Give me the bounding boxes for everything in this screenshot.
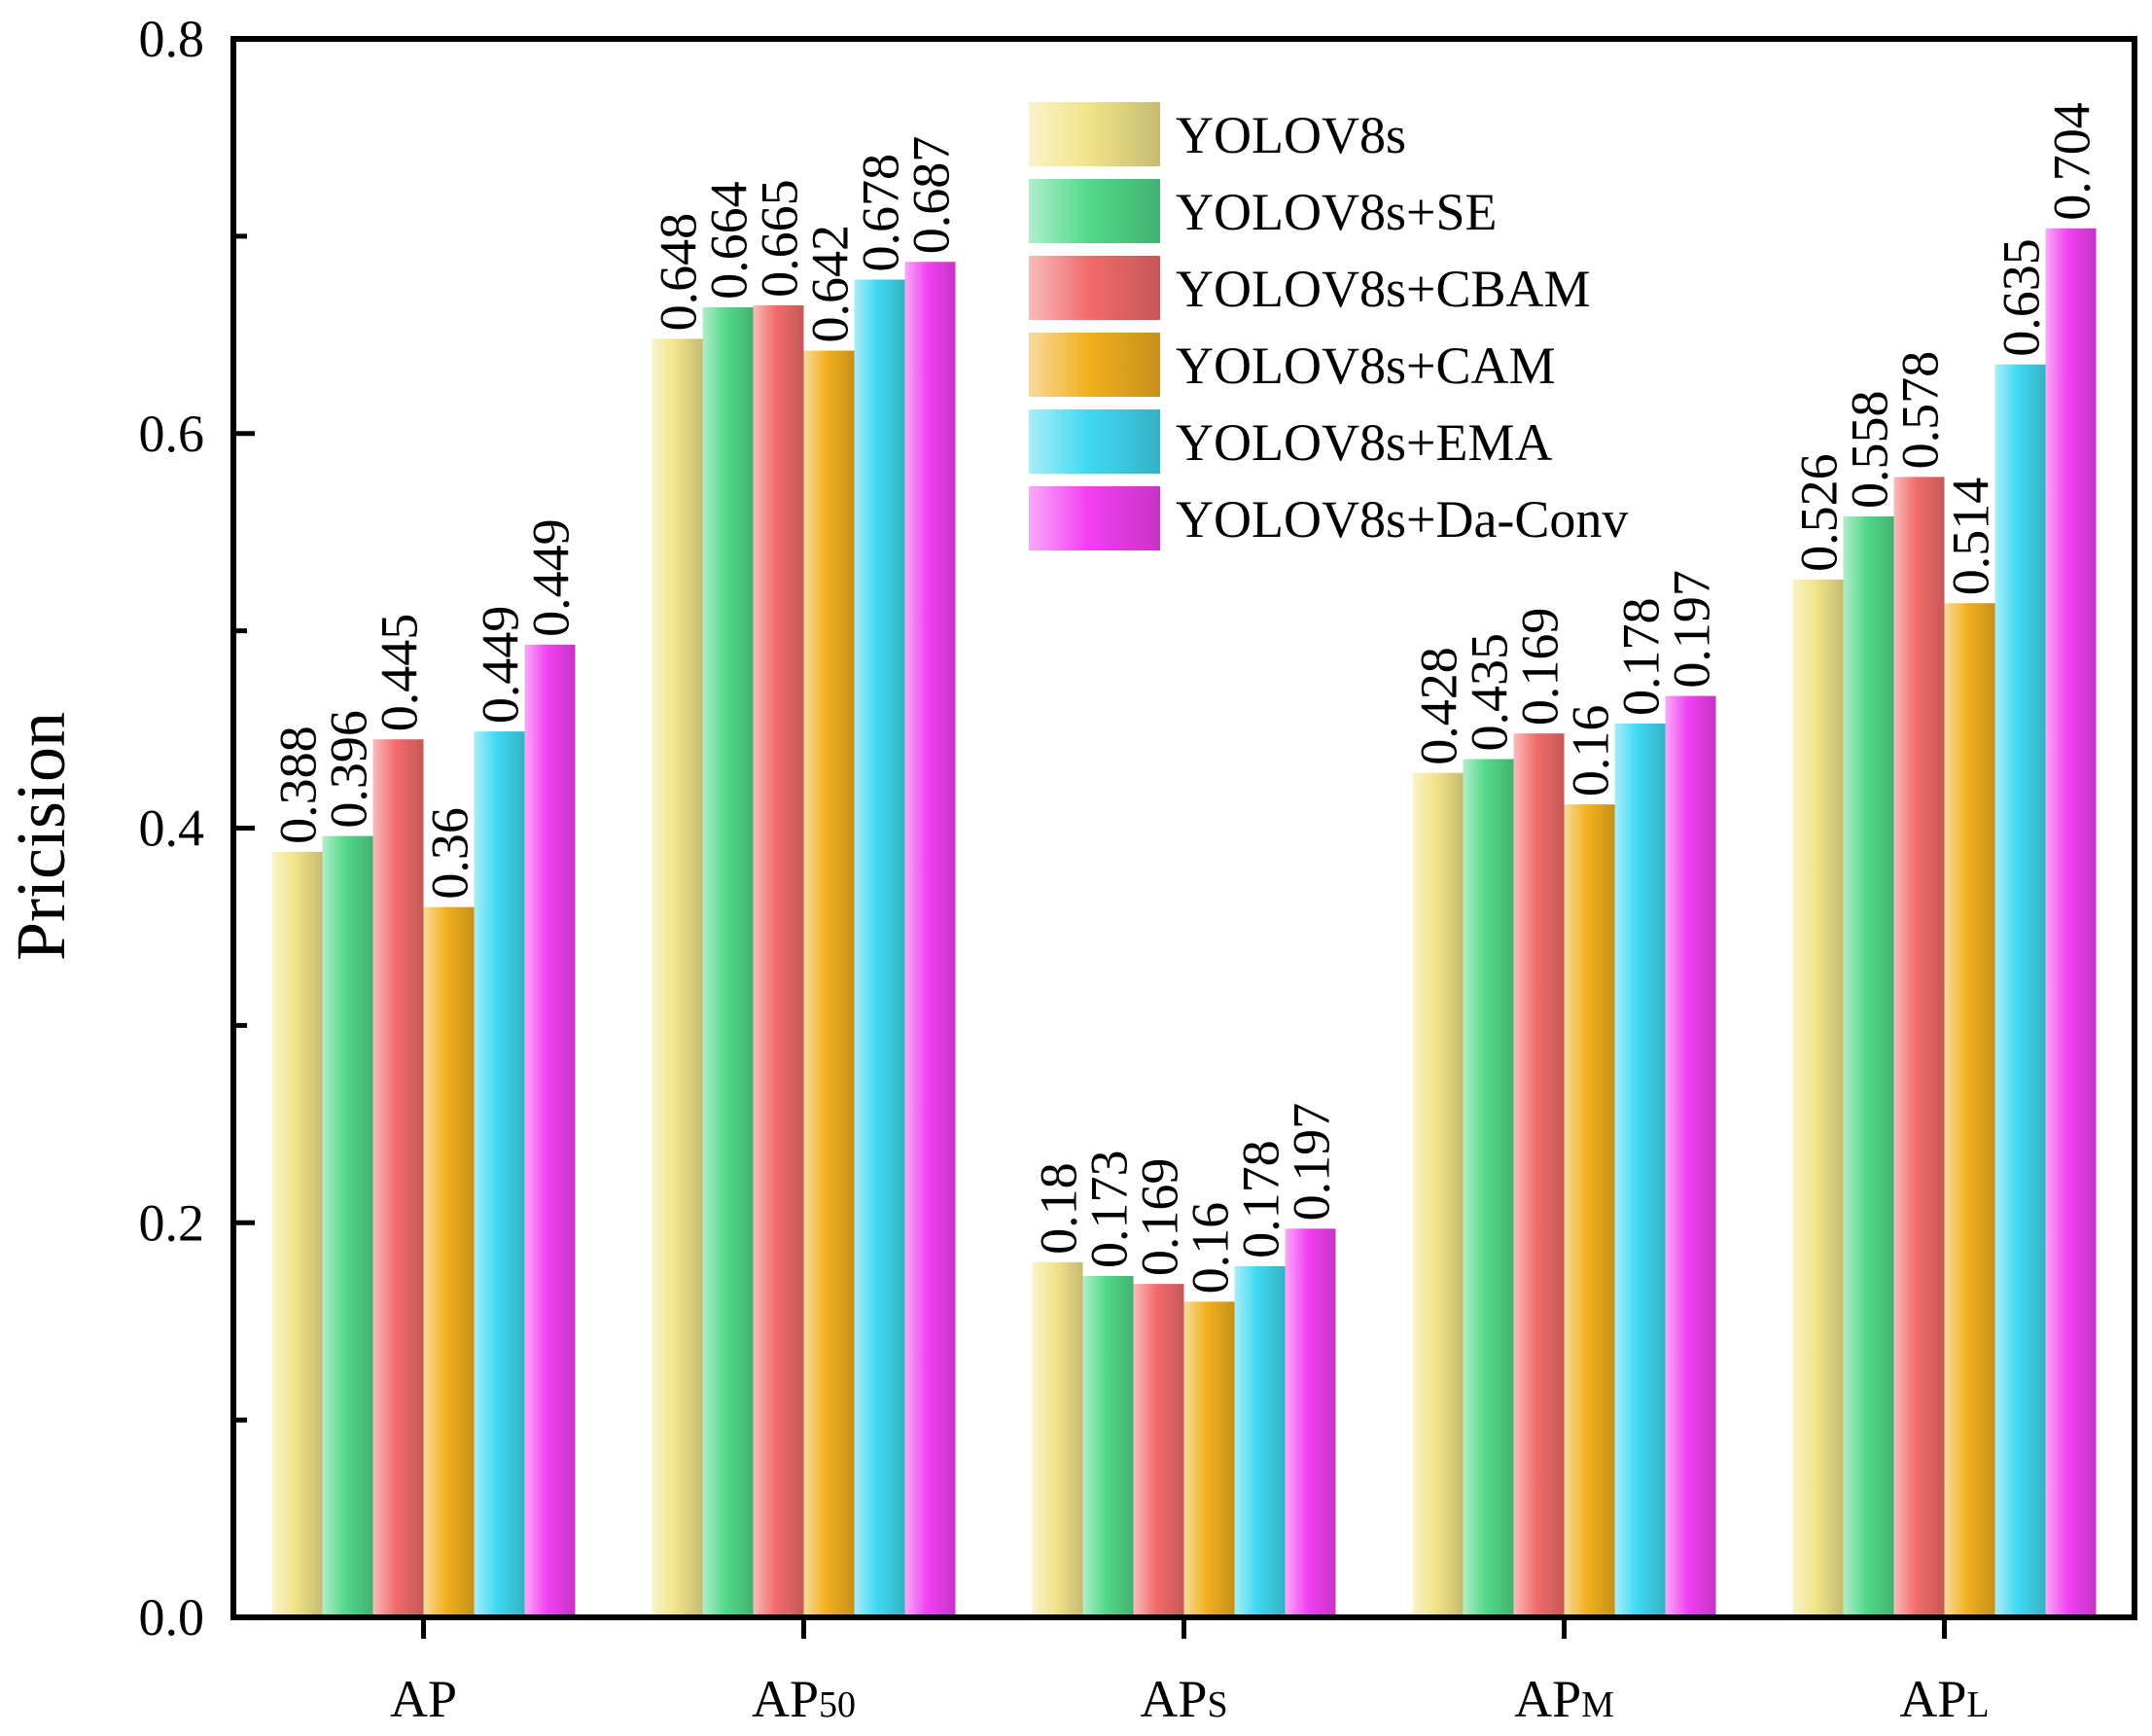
- legend-swatch: [1029, 409, 1160, 474]
- bar-yolov8s-se-aps: [1082, 1276, 1134, 1617]
- bar-yolov8s-se-ap50: [702, 306, 754, 1617]
- data-label: 0.578: [1891, 351, 1950, 470]
- x-tick-label: APL: [1899, 1670, 1989, 1728]
- bar-yolov8s-da-conv-apm: [1665, 695, 1716, 1617]
- y-tick-label: 0.2: [139, 1193, 205, 1252]
- data-label: 0.445: [370, 614, 429, 732]
- data-label: 0.197: [1663, 570, 1721, 689]
- data-label: 0.16: [1182, 1202, 1240, 1294]
- legend-label: YOLOV8s+Da-Conv: [1176, 490, 1628, 549]
- legend-label: YOLOV8s+CAM: [1176, 337, 1555, 395]
- data-label: 0.36: [421, 807, 479, 900]
- bar-yolov8s-ap: [271, 851, 323, 1617]
- bar-yolov8s-cam-apl: [1944, 603, 1995, 1618]
- data-label: 0.197: [1283, 1103, 1341, 1222]
- data-label: 0.664: [700, 181, 758, 300]
- data-label: 0.678: [852, 154, 910, 272]
- legend-swatch: [1029, 179, 1160, 243]
- data-label: 0.687: [902, 136, 961, 255]
- bar-yolov8s-apm: [1412, 772, 1464, 1617]
- bar-yolov8s-ema-ap: [474, 731, 525, 1617]
- data-label: 0.169: [1511, 608, 1570, 726]
- data-label: 0.178: [1612, 597, 1671, 716]
- bar-yolov8s-se-apm: [1463, 759, 1514, 1617]
- data-label: 0.435: [1461, 633, 1519, 752]
- data-label: 0.642: [801, 225, 860, 343]
- bar-yolov8s-ema-ap50: [854, 279, 905, 1617]
- bar-yolov8s-aps: [1032, 1261, 1083, 1617]
- legend: YOLOV8s YOLOV8s+SE YOLOV8s+CBAM YOLOV8s+CAM…: [1029, 102, 1628, 550]
- data-label: 0.18: [1030, 1162, 1088, 1255]
- bars-layer: [271, 228, 2097, 1618]
- legend-swatch: [1029, 486, 1160, 550]
- bar-yolov8s-cbam-apl: [1893, 477, 1945, 1617]
- data-label: 0.449: [522, 518, 581, 637]
- data-label: 0.388: [269, 726, 328, 844]
- axes-layer: 0.0 0.2 0.4 0.6 0.8 AP AP50 APS APM APL: [139, 10, 2137, 1728]
- legend-swatch: [1029, 333, 1160, 397]
- bar-yolov8s-cam-apm: [1564, 804, 1615, 1617]
- x-tick-label: AP50: [752, 1670, 856, 1728]
- bar-yolov8s-ema-apm: [1614, 723, 1666, 1617]
- bar-yolov8s-ap50: [652, 338, 703, 1617]
- data-label: 0.178: [1232, 1140, 1290, 1258]
- bar-yolov8s-da-conv-aps: [1285, 1228, 1336, 1617]
- bar-yolov8s-ema-aps: [1234, 1265, 1286, 1617]
- data-label: 0.704: [2043, 102, 2101, 221]
- bar-yolov8s-apl: [1792, 579, 1844, 1618]
- y-tick-label: 0.4: [139, 799, 205, 858]
- bar-yolov8s-cbam-ap50: [753, 304, 804, 1618]
- legend-label: YOLOV8s+EMA: [1176, 413, 1552, 472]
- data-label: 0.558: [1841, 390, 1899, 509]
- bar-yolov8s-cam-ap: [423, 906, 475, 1617]
- y-tick-label: 0.6: [139, 405, 205, 463]
- data-label: 0.665: [751, 179, 809, 298]
- data-label: 0.428: [1410, 647, 1468, 765]
- data-label: 0.16: [1562, 705, 1620, 797]
- bar-yolov8s-cbam-apm: [1513, 733, 1565, 1617]
- data-label: 0.514: [1942, 478, 2000, 596]
- legend-label: YOLOV8s: [1176, 106, 1406, 164]
- data-labels-layer: 0.3880.3960.4450.360.4490.4490.6480.6640…: [269, 102, 2101, 1293]
- bar-yolov8s-cbam-aps: [1133, 1284, 1184, 1617]
- legend-label: YOLOV8s+SE: [1176, 183, 1497, 241]
- data-label: 0.648: [650, 213, 708, 332]
- x-tick-label: APS: [1140, 1670, 1227, 1728]
- bar-yolov8s-da-conv-apl: [2045, 228, 2097, 1617]
- data-label: 0.169: [1131, 1158, 1189, 1277]
- x-tick-label: APM: [1514, 1670, 1614, 1728]
- legend-label: YOLOV8s+CBAM: [1176, 260, 1591, 318]
- y-tick-label: 0.8: [139, 10, 205, 68]
- bar-yolov8s-da-conv-ap50: [904, 262, 956, 1617]
- bar-yolov8s-cam-aps: [1183, 1301, 1235, 1617]
- legend-swatch: [1029, 102, 1160, 166]
- x-tick-label: AP: [390, 1670, 457, 1728]
- bar-yolov8s-da-conv-ap: [524, 644, 576, 1617]
- data-label: 0.449: [472, 606, 530, 725]
- data-label: 0.396: [320, 710, 378, 829]
- data-label: 0.635: [1993, 238, 2051, 357]
- data-label: 0.173: [1080, 1151, 1139, 1269]
- bar-yolov8s-cbam-ap: [372, 739, 424, 1617]
- bar-yolov8s-cam-ap50: [803, 350, 855, 1618]
- bar-yolov8s-se-ap: [322, 835, 373, 1617]
- bar-yolov8s-se-apl: [1843, 515, 1894, 1617]
- y-tick-label: 0.0: [139, 1588, 205, 1647]
- bar-yolov8s-ema-apl: [1994, 364, 2046, 1617]
- legend-swatch: [1029, 256, 1160, 320]
- data-label: 0.526: [1790, 453, 1849, 572]
- y-axis-title: Pricision: [2, 712, 80, 961]
